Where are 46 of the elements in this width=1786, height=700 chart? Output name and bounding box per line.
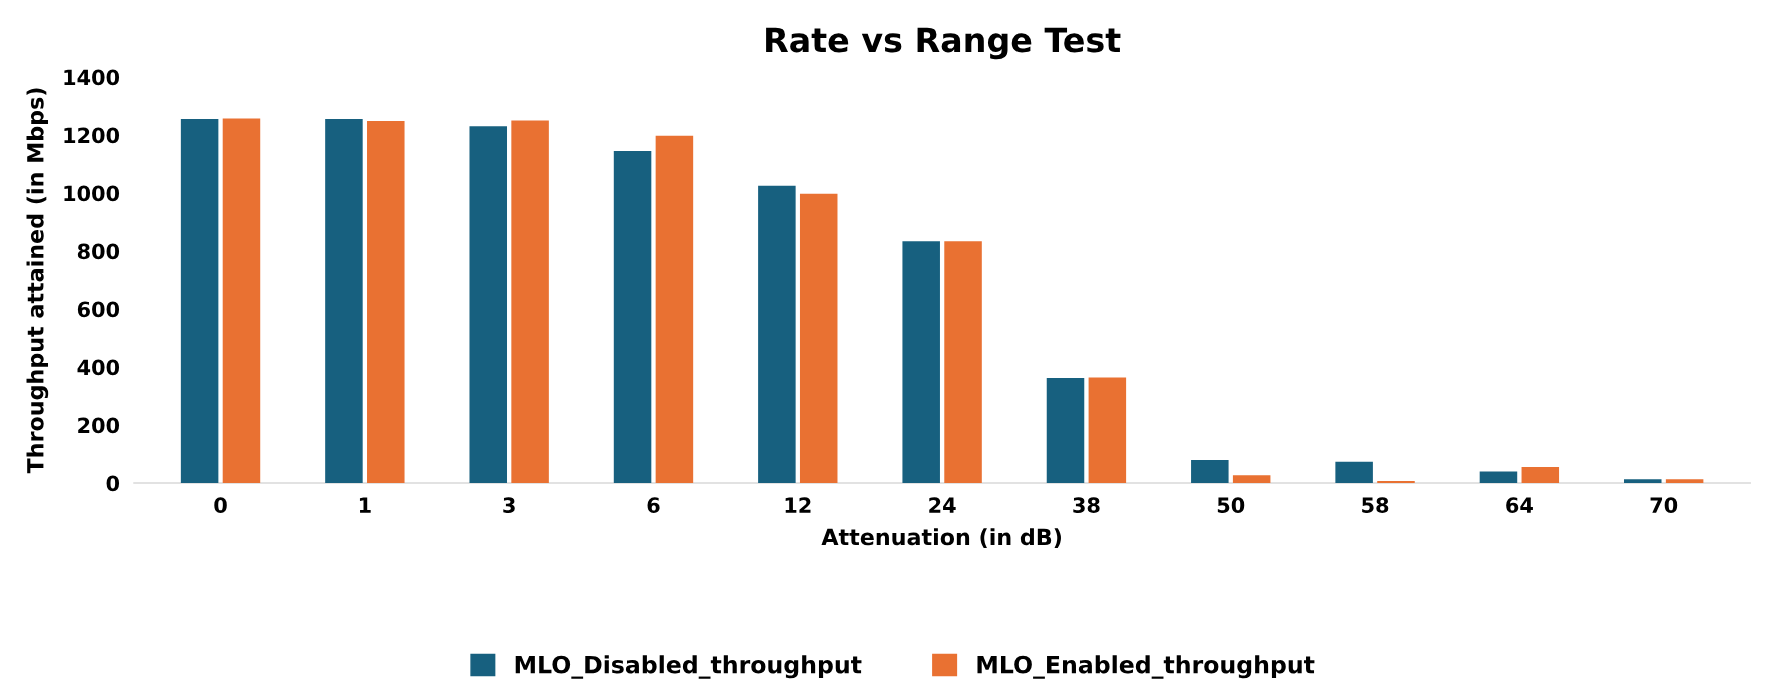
bar <box>1088 377 1127 483</box>
x-tick-label: 64 <box>1506 497 1533 514</box>
y-tick-label: 800 <box>77 243 120 260</box>
x-tick-label: 50 <box>1217 497 1245 514</box>
x-tick-label: 38 <box>1073 497 1100 514</box>
x-tick-label: 70 <box>1650 497 1678 514</box>
bar <box>1479 471 1518 483</box>
x-tick-label: 12 <box>785 497 811 513</box>
y-tick-label: 600 <box>77 301 120 318</box>
y-tick-label: 1000 <box>64 185 120 202</box>
x-axis-title: Attenuation (in dB) <box>821 528 1061 548</box>
legend-label: MLO_Disabled_throughput <box>515 655 862 679</box>
y-tick-label: 1200 <box>64 127 120 144</box>
bar <box>1232 475 1271 483</box>
bar <box>613 150 652 483</box>
x-tick-label: 3 <box>503 497 515 514</box>
bar <box>1046 378 1085 483</box>
x-tick-label: 58 <box>1362 497 1389 514</box>
chart-title: Rate vs Range Test <box>766 27 1121 60</box>
x-tick-label: 6 <box>647 497 660 514</box>
y-tick-label: 0 <box>106 475 120 492</box>
y-axis-title: Throughput attained (in Mbps) <box>26 88 49 474</box>
bar <box>902 241 940 483</box>
bar <box>180 119 219 483</box>
bar <box>367 121 405 483</box>
bar <box>799 193 838 483</box>
y-tick-label: 1400 <box>64 69 120 86</box>
bar <box>758 185 796 483</box>
bar <box>325 119 363 483</box>
bar <box>1624 479 1662 483</box>
x-tick-label: 0 <box>214 497 227 514</box>
bar <box>1377 480 1415 483</box>
bar <box>469 126 507 483</box>
bar <box>511 120 549 483</box>
bar <box>1191 460 1229 483</box>
legend-label: MLO_Enabled_throughput <box>977 655 1315 679</box>
bar <box>1521 467 1560 483</box>
x-tick-label: 24 <box>929 497 956 513</box>
bar <box>1335 461 1373 483</box>
bar <box>655 135 694 483</box>
y-tick-label: 200 <box>78 417 120 434</box>
y-tick-label: 400 <box>77 359 120 376</box>
bar <box>1665 479 1704 483</box>
bar <box>222 118 261 483</box>
x-tick-label: 1 <box>359 497 371 513</box>
bar <box>944 241 982 483</box>
